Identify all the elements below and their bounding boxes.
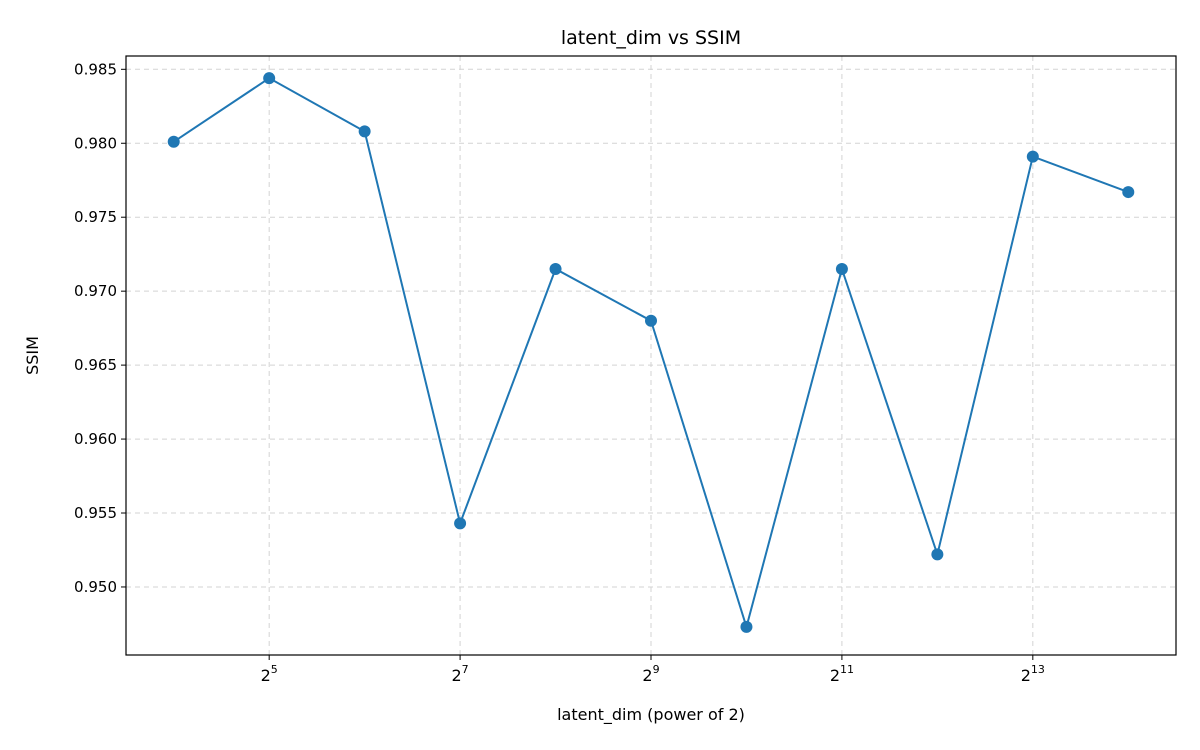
data-point — [740, 620, 753, 633]
y-tick-label: 0.955 — [74, 504, 117, 522]
data-point — [358, 125, 371, 138]
x-tick-label: 29 — [642, 663, 659, 685]
x-tick-label: 25 — [261, 663, 278, 685]
y-axis-ticks: 0.950 0.955 0.960 0.965 0.970 0.975 0.980 0.985 — [74, 60, 126, 596]
data-point — [549, 262, 562, 275]
x-axis-ticks: 25 27 29 211 213 — [261, 655, 1045, 685]
data-point — [835, 262, 848, 275]
y-tick-label: 0.980 — [74, 134, 117, 152]
data-point — [1122, 186, 1135, 199]
data-point — [931, 548, 944, 561]
y-tick-label: 0.960 — [74, 430, 117, 448]
x-tick-label: 213 — [1021, 663, 1045, 685]
x-tick-label: 211 — [830, 663, 854, 685]
y-tick-label: 0.950 — [74, 578, 117, 596]
x-axis-title: latent_dim (power of 2) — [557, 705, 745, 725]
y-tick-label: 0.965 — [74, 356, 117, 374]
data-point — [1026, 150, 1039, 163]
data-points — [167, 72, 1135, 633]
y-tick-label: 0.975 — [74, 208, 117, 226]
data-point — [167, 135, 180, 148]
y-tick-label: 0.985 — [74, 60, 117, 78]
data-point — [454, 517, 467, 530]
y-axis-title: SSIM — [23, 336, 42, 375]
chart-title: latent_dim vs SSIM — [561, 27, 741, 49]
x-tick-label: 27 — [451, 663, 468, 685]
y-tick-label: 0.970 — [74, 282, 117, 300]
grid-lines — [126, 56, 1176, 655]
data-point — [645, 314, 657, 327]
data-point — [263, 72, 276, 85]
